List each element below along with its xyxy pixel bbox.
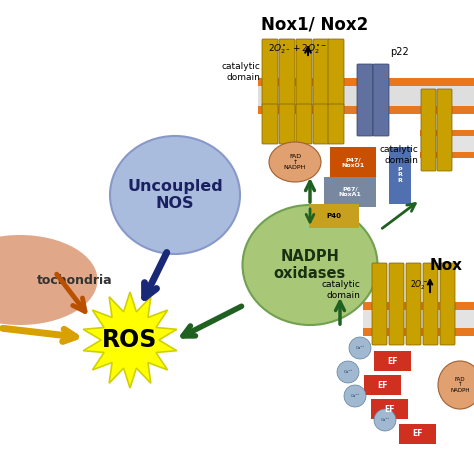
Text: EF: EF <box>387 356 398 365</box>
FancyBboxPatch shape <box>279 39 295 106</box>
Text: Nox: Nox <box>430 258 463 273</box>
FancyBboxPatch shape <box>364 375 401 395</box>
FancyBboxPatch shape <box>313 104 329 144</box>
Ellipse shape <box>110 136 240 254</box>
Text: Ca²⁺: Ca²⁺ <box>356 346 365 350</box>
FancyBboxPatch shape <box>399 424 436 444</box>
Text: Uncoupled
NOS: Uncoupled NOS <box>127 179 223 211</box>
FancyBboxPatch shape <box>296 39 312 106</box>
FancyBboxPatch shape <box>309 204 359 228</box>
FancyBboxPatch shape <box>389 263 404 345</box>
Bar <box>258 86 474 106</box>
FancyBboxPatch shape <box>330 147 376 179</box>
FancyBboxPatch shape <box>324 177 376 207</box>
FancyBboxPatch shape <box>440 263 455 345</box>
Text: P40: P40 <box>327 213 341 219</box>
FancyBboxPatch shape <box>373 64 389 136</box>
Text: NADPH
oxidases: NADPH oxidases <box>274 249 346 281</box>
FancyBboxPatch shape <box>372 263 387 345</box>
Text: $2O_{2^-}^{\bullet} + 2O_2^{\bullet-}$: $2O_{2^-}^{\bullet} + 2O_2^{\bullet-}$ <box>268 42 328 55</box>
Text: P47/
NoxO1: P47/ NoxO1 <box>341 157 365 168</box>
Text: EF: EF <box>412 429 423 438</box>
Polygon shape <box>83 292 177 388</box>
Text: Ca²⁺: Ca²⁺ <box>381 418 390 422</box>
Bar <box>258 78 474 86</box>
FancyBboxPatch shape <box>357 64 373 136</box>
Text: EF: EF <box>377 381 388 390</box>
Ellipse shape <box>269 142 321 182</box>
Ellipse shape <box>0 235 98 325</box>
Text: P67/
NoxA1: P67/ NoxA1 <box>338 187 362 197</box>
Ellipse shape <box>438 361 474 409</box>
FancyBboxPatch shape <box>313 39 329 106</box>
Circle shape <box>344 385 366 407</box>
FancyBboxPatch shape <box>328 39 344 106</box>
FancyBboxPatch shape <box>279 104 295 144</box>
FancyBboxPatch shape <box>262 104 278 144</box>
Text: catalytic
domain: catalytic domain <box>321 280 360 300</box>
Text: Ca²⁺: Ca²⁺ <box>350 394 360 398</box>
Bar <box>363 328 474 336</box>
Text: $2O_2^-$: $2O_2^-$ <box>410 278 428 292</box>
FancyBboxPatch shape <box>423 263 438 345</box>
Text: ROS: ROS <box>102 328 158 352</box>
Text: EF: EF <box>384 404 395 413</box>
Bar <box>420 130 474 136</box>
Text: P
R
R: P R R <box>398 167 402 183</box>
FancyBboxPatch shape <box>437 89 452 171</box>
Text: FAD
↑
NADPH: FAD ↑ NADPH <box>284 154 306 170</box>
Text: catalytic
domain: catalytic domain <box>221 62 260 82</box>
FancyBboxPatch shape <box>371 399 408 419</box>
Text: Nox1/ Nox2: Nox1/ Nox2 <box>261 15 369 33</box>
Text: p22: p22 <box>391 47 410 57</box>
Text: FAD
↑
NADPH: FAD ↑ NADPH <box>450 377 470 393</box>
Circle shape <box>337 361 359 383</box>
FancyBboxPatch shape <box>262 39 278 106</box>
Text: catalytic
domain: catalytic domain <box>379 146 418 164</box>
FancyBboxPatch shape <box>406 263 421 345</box>
FancyBboxPatch shape <box>296 104 312 144</box>
Bar <box>363 310 474 328</box>
Ellipse shape <box>243 205 377 325</box>
Bar <box>420 152 474 158</box>
Bar <box>363 302 474 310</box>
Bar <box>420 136 474 152</box>
FancyBboxPatch shape <box>389 147 411 204</box>
Text: tochondria: tochondria <box>37 273 113 286</box>
Bar <box>258 106 474 114</box>
FancyBboxPatch shape <box>374 351 411 371</box>
FancyBboxPatch shape <box>421 89 436 171</box>
Text: Ca²⁺: Ca²⁺ <box>344 370 353 374</box>
Circle shape <box>349 337 371 359</box>
Circle shape <box>374 409 396 431</box>
FancyBboxPatch shape <box>328 104 344 144</box>
